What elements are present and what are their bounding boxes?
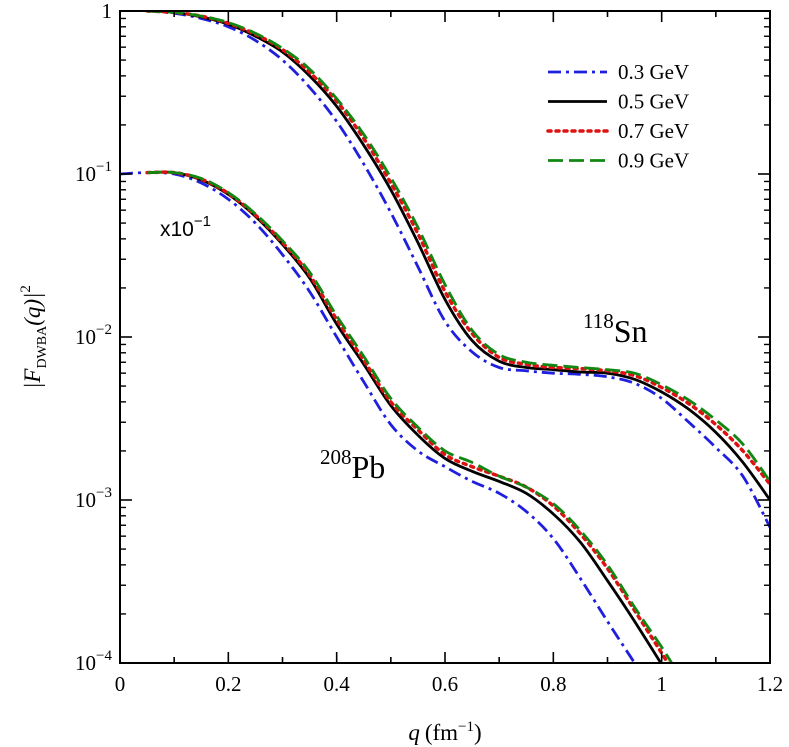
x-tick-label: 1.2 — [757, 672, 783, 696]
x-tick-label: 0.6 — [432, 672, 458, 696]
x-axis-variable: q — [408, 720, 420, 745]
series-line-118sn-09gev — [147, 11, 770, 483]
annotation-pb: 208Pb — [320, 445, 385, 485]
series-layer — [120, 11, 770, 663]
y-tick-label: 10−2 — [75, 322, 112, 349]
annotation-sn-mass: 118 — [583, 309, 614, 333]
y-tick-label: 1 — [102, 0, 113, 23]
x-tick-label: 0.2 — [215, 672, 241, 696]
y-axis-sup: 2 — [18, 285, 34, 293]
legend: 0.3 GeV 0.5 GeV 0.7 GeV 0.9 GeV — [546, 60, 689, 173]
y-tick-label: 10−1 — [75, 159, 112, 186]
series-line-208pb-09gev — [147, 170, 674, 663]
annotation-scale: x10−1 — [160, 213, 211, 241]
x-axis-unit: (fm — [425, 720, 458, 745]
annotation-scale-text: x10 — [160, 218, 194, 241]
y-axis-title: |FDWBA(q)|2 — [18, 285, 50, 389]
labels-layer: 0 0.2 0.4 0.6 0.8 1 1.2 1 10−1 10−2 10−3 10−4 — [75, 0, 783, 696]
y-axis-sub: DWBA — [35, 325, 50, 369]
series-line-208pb-03gev — [120, 171, 636, 663]
x-axis-unit-close: ) — [474, 720, 482, 745]
x-axis-title: q (fm−1) — [408, 719, 481, 745]
annotation-sn-element: Sn — [614, 313, 648, 349]
x-tick-label: 0 — [115, 672, 126, 696]
ticks-layer — [119, 10, 771, 664]
legend-label: 0.7 GeV — [618, 119, 689, 143]
series-line-118sn-07gev — [145, 11, 770, 486]
y-axis-prefix: |F — [20, 368, 45, 389]
legend-label: 0.5 GeV — [618, 90, 689, 114]
series-line-118sn-03gev — [146, 11, 770, 528]
y-tick-label: 10−3 — [75, 485, 112, 512]
y-tick-label: 10−4 — [75, 648, 112, 675]
y-axis-mid: (q)| — [20, 293, 45, 326]
series-line-118sn-05gev — [147, 11, 770, 501]
x-tick-label: 0.4 — [324, 672, 351, 696]
annotation-pb-mass: 208 — [320, 445, 352, 469]
x-axis-unit-exp: −1 — [458, 719, 474, 735]
legend-label: 0.9 GeV — [618, 149, 689, 173]
x-tick-label: 0.8 — [540, 672, 566, 696]
annotation-scale-exp: −1 — [194, 213, 211, 230]
legend-label: 0.3 GeV — [618, 60, 689, 84]
annotation-sn: 118Sn — [583, 309, 648, 349]
annotation-pb-element: Pb — [352, 449, 386, 485]
x-tick-label: 1 — [656, 672, 667, 696]
